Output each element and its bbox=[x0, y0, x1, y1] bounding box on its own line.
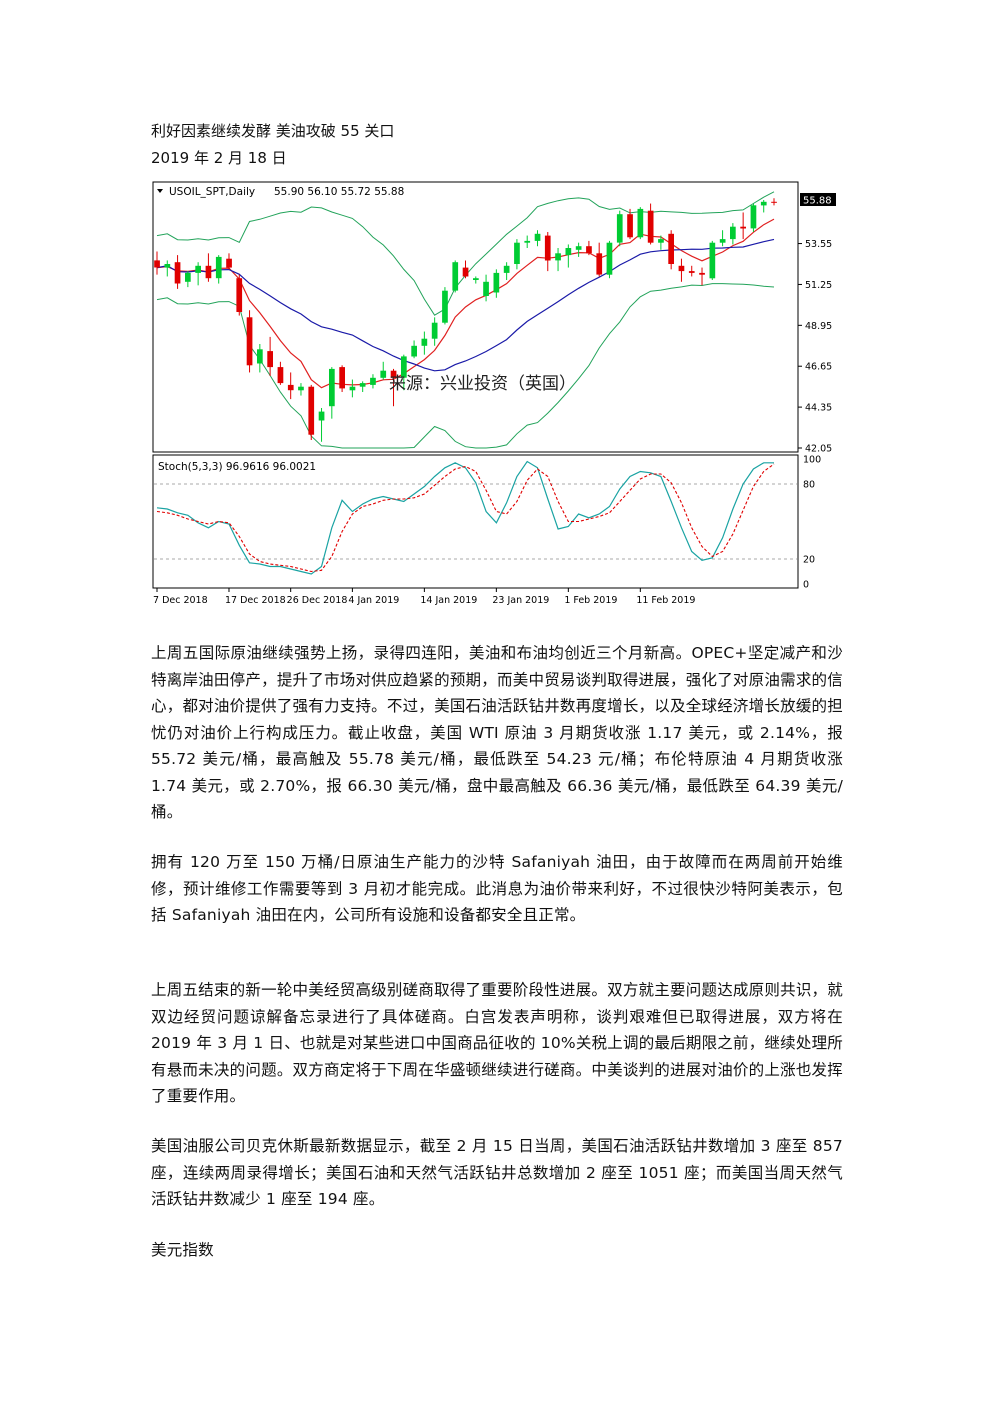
candle-body bbox=[215, 256, 222, 279]
candle-body bbox=[226, 258, 232, 268]
candle-body bbox=[431, 322, 438, 339]
candle-body bbox=[575, 246, 582, 250]
candle-body bbox=[359, 383, 366, 387]
candle-body bbox=[760, 201, 767, 206]
date-tick-label: 11 Feb 2019 bbox=[636, 595, 695, 606]
candle-body bbox=[349, 386, 356, 391]
last-price-label: 55.88 bbox=[803, 196, 832, 207]
candle-body bbox=[483, 281, 489, 296]
price-tick-label: 42.05 bbox=[805, 444, 832, 455]
candle-body bbox=[287, 384, 294, 391]
candle-body bbox=[380, 370, 387, 378]
candle-body bbox=[318, 411, 325, 421]
candle-body bbox=[771, 201, 777, 203]
candle-body bbox=[740, 226, 746, 229]
candle-body bbox=[401, 356, 407, 378]
candle-body bbox=[586, 246, 592, 254]
candle-body bbox=[688, 271, 695, 273]
article-date: 2019 年 2 月 18 日 bbox=[151, 149, 287, 167]
price-tick-label: 44.35 bbox=[805, 403, 832, 414]
price-tick-label: 46.65 bbox=[805, 362, 832, 373]
candle-body bbox=[246, 317, 253, 366]
price-panel bbox=[152, 181, 799, 453]
candle-body bbox=[606, 242, 613, 275]
date-tick-label: 1 Feb 2019 bbox=[564, 595, 617, 606]
candle-body bbox=[329, 368, 335, 407]
candle-body bbox=[195, 265, 201, 273]
candle-body bbox=[503, 265, 510, 273]
candle-body bbox=[678, 265, 685, 272]
date-tick-label: 14 Jan 2019 bbox=[420, 595, 477, 606]
candle-body bbox=[534, 233, 541, 241]
candle-body bbox=[452, 262, 459, 291]
paragraph-3: 上周五结束的新一轮中美经贸高级别磋商取得了重要阶段性进展。双方就主要问题达成原则… bbox=[151, 981, 843, 1105]
paragraph-1: 上周五国际原油继续强势上扬，录得四连阳，美油和布油均创近三个月新高。OPEC+坚… bbox=[151, 644, 843, 821]
candle-body bbox=[298, 386, 304, 391]
candle-body bbox=[174, 262, 181, 284]
candle-body bbox=[730, 226, 736, 240]
paragraph-2: 拥有 120 万至 150 万桶/日原油生产能力的沙特 Safaniyah 油田… bbox=[151, 853, 843, 924]
candle-body bbox=[411, 345, 417, 357]
date-tick-label: 23 Jan 2019 bbox=[492, 595, 549, 606]
candle-body bbox=[421, 338, 428, 346]
candle-body bbox=[257, 349, 263, 364]
paragraph-5: 美元指数 bbox=[151, 1241, 214, 1259]
stoch-tick-label: 80 bbox=[803, 480, 815, 491]
date-tick-label: 4 Jan 2019 bbox=[348, 595, 399, 606]
candle-body bbox=[565, 248, 572, 256]
candle-body bbox=[596, 253, 603, 275]
candle-body bbox=[267, 351, 273, 368]
candle-body bbox=[370, 377, 376, 385]
candle-body bbox=[750, 205, 757, 229]
ohlc-label: 55.90 56.10 55.72 55.88 bbox=[274, 186, 404, 198]
price-tick-label: 51.25 bbox=[805, 280, 832, 291]
candle-body bbox=[544, 235, 551, 261]
candle-body bbox=[164, 264, 171, 268]
candle-body bbox=[205, 265, 212, 279]
candle-body bbox=[647, 210, 654, 243]
article-title: 利好因素继续发酵 美油攻破 55 关口 bbox=[151, 122, 395, 140]
stoch-main-line bbox=[156, 460, 774, 575]
price-tick-label: 53.55 bbox=[805, 239, 832, 250]
candle-body bbox=[185, 272, 191, 282]
candle-body bbox=[709, 242, 716, 279]
candle-body bbox=[308, 386, 315, 435]
date-tick-label: 26 Dec 2018 bbox=[287, 595, 348, 606]
candle-body bbox=[493, 272, 500, 293]
candle-body bbox=[339, 367, 345, 389]
stoch-tick-label: 20 bbox=[803, 555, 815, 566]
candle-body bbox=[236, 278, 243, 312]
stoch-tick-label: 100 bbox=[803, 455, 821, 466]
candle-body bbox=[668, 233, 674, 264]
candle-body bbox=[514, 242, 520, 264]
candle-body bbox=[719, 239, 726, 243]
candle-body bbox=[154, 260, 160, 268]
price-chart: 53.55 51.25 48.95 46.65 44.35 42.05 100 80 20 0 … bbox=[151, 180, 841, 608]
last-price-box bbox=[800, 193, 836, 206]
candle-body bbox=[390, 370, 397, 378]
source-watermark: 来源：兴业投资（英国） bbox=[389, 374, 576, 394]
candle-body bbox=[627, 214, 633, 238]
stoch-signal-line bbox=[156, 463, 775, 573]
paragraph-4: 美国油服公司贝克休斯最新数据显示，截至 2 月 15 日当周，美国石油活跃钻井数… bbox=[151, 1137, 843, 1208]
stoch-tick-label: 0 bbox=[803, 580, 809, 591]
candle-body bbox=[699, 272, 705, 275]
candle-body bbox=[462, 267, 469, 277]
date-tick-label: 7 Dec 2018 bbox=[153, 595, 208, 606]
candle-body bbox=[524, 240, 531, 243]
candle-body bbox=[473, 278, 479, 280]
date-tick-label: 17 Dec 2018 bbox=[225, 595, 286, 606]
candle-body bbox=[616, 214, 623, 243]
candle-body bbox=[658, 239, 664, 243]
price-tick-label: 48.95 bbox=[805, 321, 832, 332]
candle-body bbox=[277, 367, 284, 384]
stoch-panel bbox=[152, 454, 799, 589]
stoch-label: Stoch(5,3,3) 96.9616 96.0021 bbox=[158, 461, 316, 473]
candle-body bbox=[555, 253, 561, 261]
candle-body bbox=[442, 290, 448, 323]
candle-body bbox=[637, 208, 644, 238]
symbol-label: USOIL_SPT,Daily bbox=[169, 186, 255, 198]
dropdown-triangle-icon bbox=[157, 189, 163, 193]
